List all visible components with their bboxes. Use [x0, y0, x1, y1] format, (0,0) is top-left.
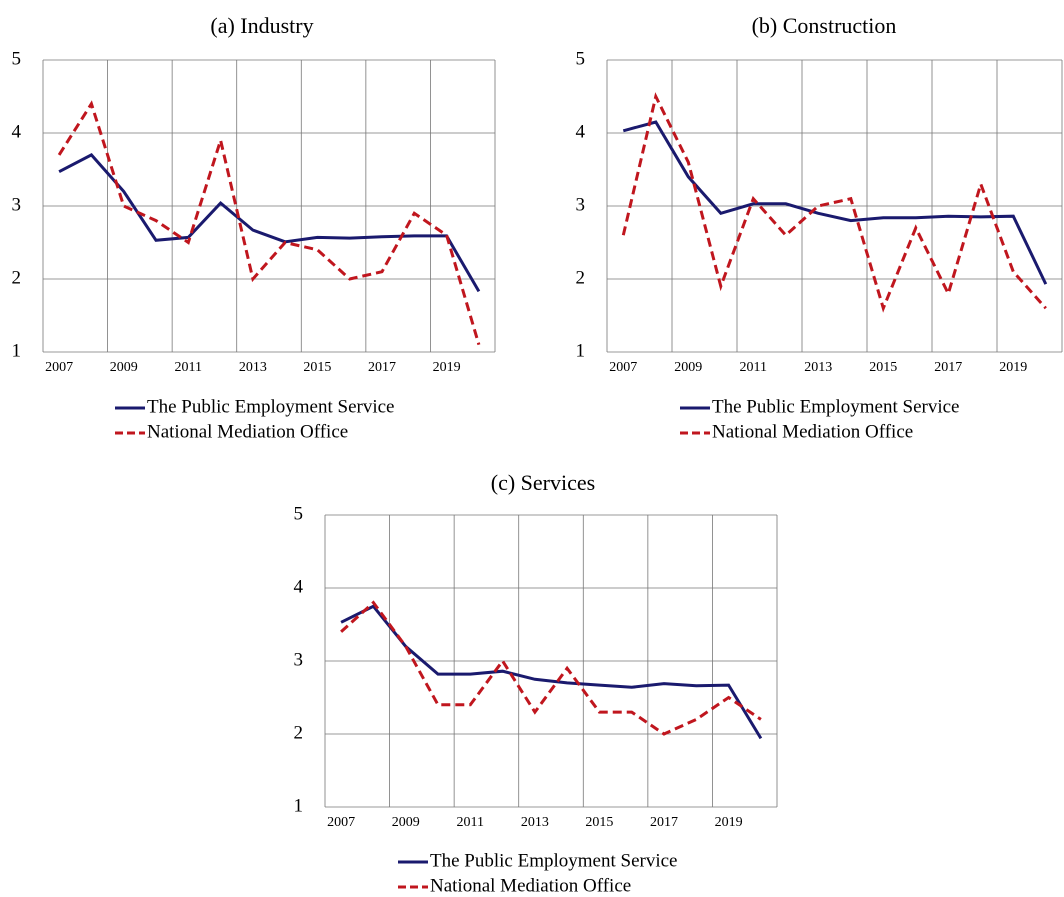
x-tick-label: 2015: [303, 360, 331, 375]
data-line: [340, 600, 762, 736]
y-tick-label: 3: [12, 194, 22, 215]
chart-title: (a) Industry: [210, 13, 313, 38]
x-tick-label: 2013: [521, 815, 549, 830]
data-line: [621, 92, 1047, 313]
y-tick-label: 4: [576, 121, 586, 142]
y-tick-label: 2: [576, 267, 586, 288]
y-tick-label: 1: [576, 340, 586, 361]
x-tick-label: 2011: [457, 815, 484, 830]
x-tick-label: 2009: [392, 815, 420, 830]
chart-title: (c) Services: [491, 470, 595, 495]
x-tick-label: 2007: [327, 815, 355, 830]
x-tick-label: 2015: [585, 815, 613, 830]
legend-label: National Mediation Office: [147, 421, 348, 442]
x-tick-label: 2019: [999, 360, 1027, 375]
legend-label: National Mediation Office: [712, 421, 913, 442]
chart-title: (b) Construction: [752, 13, 897, 38]
y-tick-label: 3: [576, 194, 586, 215]
data-line: [340, 604, 763, 740]
x-tick-label: 2011: [175, 360, 202, 375]
y-tick-label: 5: [576, 48, 586, 69]
legend-label: National Mediation Office: [430, 875, 631, 896]
y-tick-label: 4: [294, 576, 304, 597]
x-tick-label: 2009: [110, 360, 138, 375]
data-line: [622, 120, 1048, 285]
x-tick-label: 2007: [45, 360, 73, 375]
x-tick-label: 2017: [650, 815, 678, 830]
y-tick-label: 1: [294, 795, 304, 816]
legend-label: The Public Employment Service: [712, 396, 959, 417]
data-line: [57, 100, 481, 346]
x-tick-label: 2013: [239, 360, 267, 375]
y-tick-label: 3: [294, 649, 304, 670]
y-tick-label: 5: [12, 48, 22, 69]
x-tick-label: 2017: [934, 360, 962, 375]
data-line: [58, 153, 481, 293]
x-tick-label: 2011: [740, 360, 767, 375]
y-tick-label: 2: [294, 722, 304, 743]
y-tick-label: 1: [12, 340, 22, 361]
legend-label: The Public Employment Service: [430, 850, 677, 871]
y-tick-label: 5: [294, 503, 304, 524]
x-tick-label: 2015: [869, 360, 897, 375]
legend-label: The Public Employment Service: [147, 396, 394, 417]
x-tick-label: 2017: [368, 360, 396, 375]
x-tick-label: 2013: [804, 360, 832, 375]
x-tick-label: 2007: [609, 360, 637, 375]
x-tick-label: 2019: [715, 815, 743, 830]
x-tick-label: 2019: [433, 360, 461, 375]
y-tick-label: 4: [12, 121, 22, 142]
x-tick-label: 2009: [674, 360, 702, 375]
y-tick-label: 2: [12, 267, 22, 288]
